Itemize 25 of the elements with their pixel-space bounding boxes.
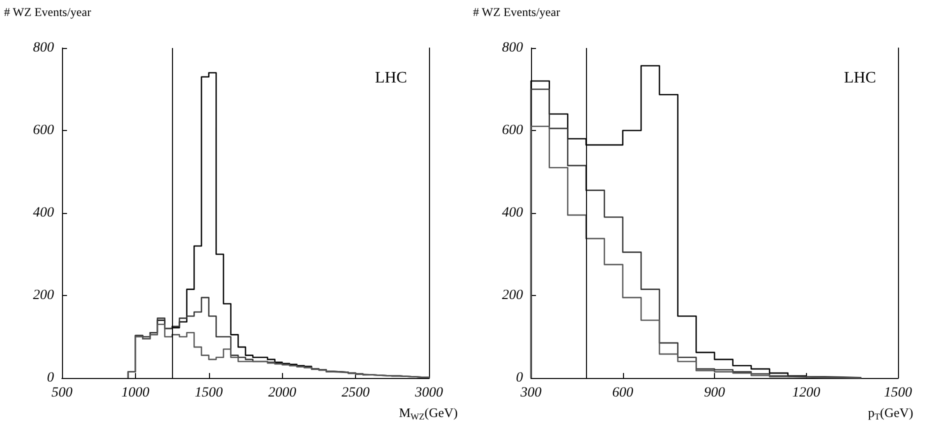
x-tick-label: 600 (612, 386, 634, 400)
x-tick-label: 3000 (414, 386, 443, 400)
y-tick-label: 200 (502, 288, 523, 303)
y-tick-label: 200 (33, 288, 54, 303)
y-axis-title: # WZ Events/year (4, 5, 92, 19)
y-axis-title: # WZ Events/year (473, 5, 560, 19)
y-tick-label: 0 (47, 370, 54, 386)
y-tick-label: 800 (502, 40, 523, 56)
y-tick-label: 400 (502, 206, 523, 220)
y-tick-label: 0 (516, 370, 523, 386)
x-tick-label: 1200 (792, 386, 820, 400)
y-tick-label: 400 (33, 206, 54, 220)
x-tick-label: 300 (520, 386, 542, 400)
y-tick-label: 600 (33, 123, 54, 138)
y-tick-label: 800 (33, 40, 54, 56)
x-tick-label: 500 (52, 386, 72, 400)
x-tick-label: 1000 (121, 386, 150, 400)
x-tick-label: 1500 (884, 386, 912, 400)
y-tick-label: 600 (502, 123, 523, 138)
annotation: LHC (844, 70, 876, 86)
x-tick-label: 1500 (194, 386, 223, 400)
x-tick-label: 900 (704, 386, 725, 400)
x-tick-label: 2500 (342, 386, 370, 400)
annotation: LHC (375, 70, 407, 86)
x-tick-label: 2000 (268, 386, 296, 400)
